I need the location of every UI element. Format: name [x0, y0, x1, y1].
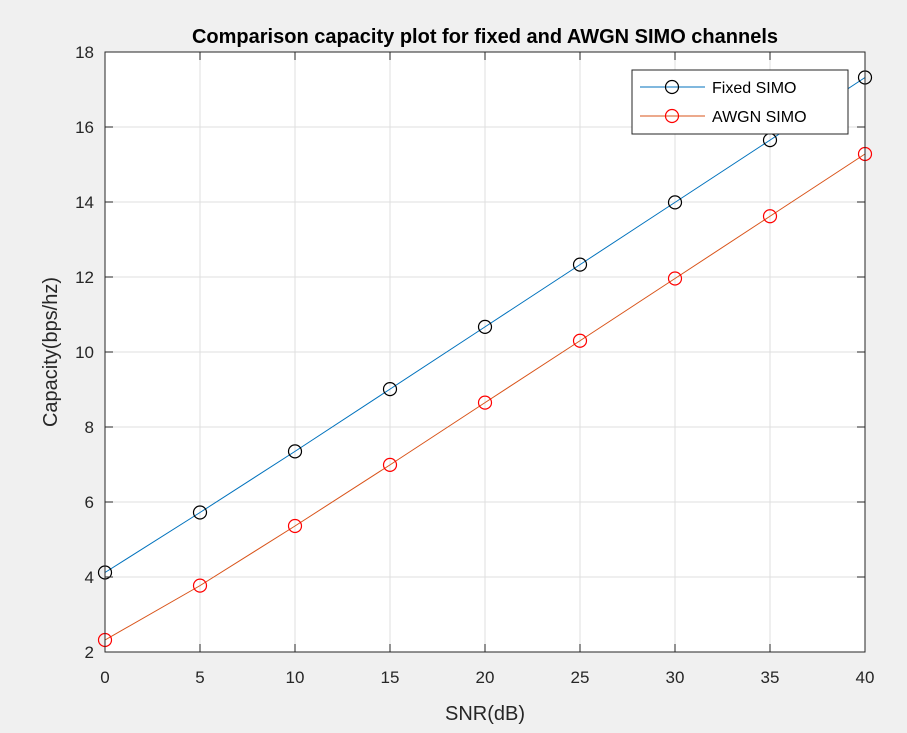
chart-title: Comparison capacity plot for fixed and A… — [192, 26, 778, 48]
x-tick-label: 0 — [100, 668, 109, 687]
data-point-0 — [572, 257, 588, 272]
data-point-0 — [192, 505, 208, 520]
y-tick-label: 12 — [75, 268, 94, 287]
x-tick-label: 40 — [856, 668, 875, 687]
y-tick-label: 8 — [85, 418, 94, 437]
data-point-1 — [762, 209, 778, 224]
x-tick-label: 15 — [381, 668, 400, 687]
legend-label-0: Fixed SIMO — [712, 80, 796, 97]
data-point-0 — [382, 382, 398, 397]
data-point-1 — [382, 457, 398, 472]
legend: Fixed SIMO AWGN SIMO — [631, 69, 849, 135]
data-point-0 — [287, 444, 303, 459]
y-tick-label: 2 — [85, 643, 94, 662]
y-tick-label: 18 — [75, 43, 94, 62]
data-point-1 — [477, 395, 493, 410]
y-tick-label: 4 — [85, 568, 94, 587]
x-tick-label: 5 — [195, 668, 204, 687]
legend-marker-1 — [664, 108, 680, 124]
y-axis-title: Capacity(bps/hz) — [40, 277, 62, 427]
legend-label-1: AWGN SIMO — [712, 109, 807, 126]
series-layer — [97, 70, 873, 648]
data-point-1 — [192, 578, 208, 593]
series-line-0 — [104, 77, 866, 573]
x-tick-label: 20 — [476, 668, 495, 687]
x-tick-label: 35 — [761, 668, 780, 687]
data-point-1 — [572, 333, 588, 348]
x-tick-label: 30 — [666, 668, 685, 687]
x-axis-title: SNR(dB) — [445, 703, 525, 725]
y-tick-label: 16 — [75, 118, 94, 137]
y-tick-label: 10 — [75, 343, 94, 362]
legend-box — [631, 69, 849, 135]
grid-lines — [105, 52, 865, 652]
data-point-1 — [667, 271, 683, 286]
axis-ticks: 0 5 10 15 20 25 30 35 40 2 4 6 8 10 12 14 16 18 — [75, 43, 874, 687]
data-point-0 — [667, 195, 683, 210]
series-line-1 — [104, 153, 866, 641]
legend-marker-0 — [664, 79, 680, 95]
x-tick-label: 10 — [286, 668, 305, 687]
data-point-1 — [287, 518, 303, 534]
x-tick-label: 25 — [571, 668, 590, 687]
y-tick-label: 6 — [85, 493, 94, 512]
y-tick-label: 14 — [75, 193, 94, 212]
data-point-0 — [477, 319, 493, 334]
